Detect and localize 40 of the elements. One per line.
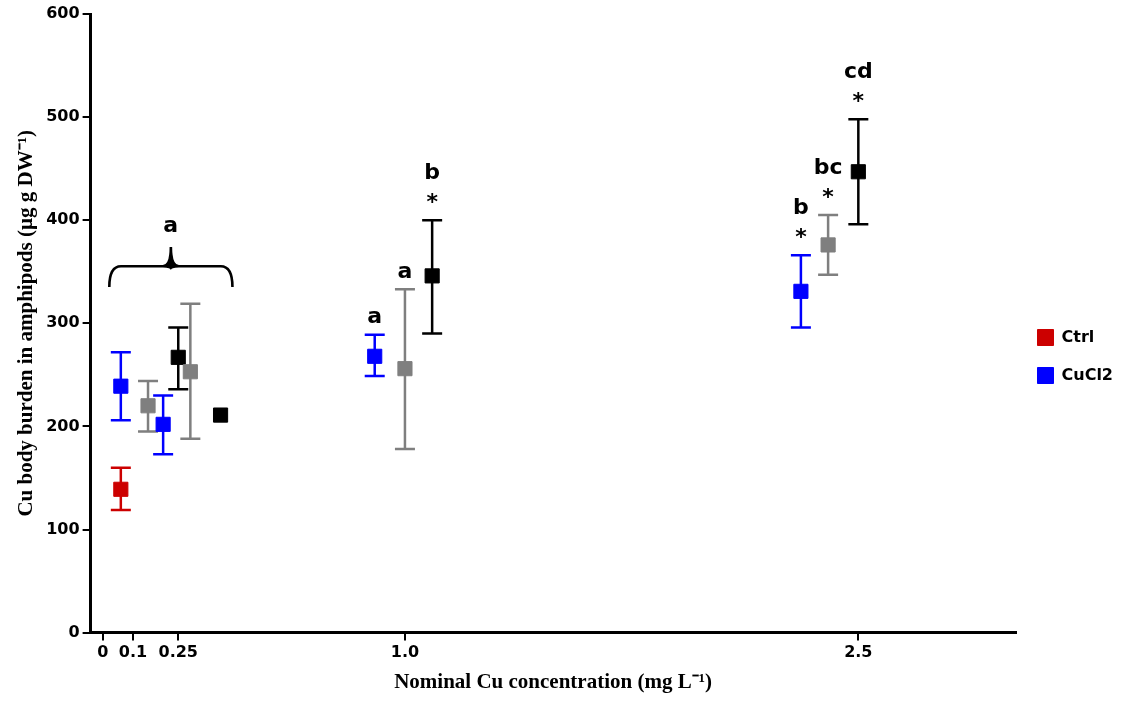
annotation: b (793, 193, 809, 219)
legend-label: CuCl2 (1061, 364, 1114, 384)
annotation: cd (843, 57, 873, 83)
y-tick-label: 300 (46, 312, 80, 332)
x-tick-label: 0 (97, 642, 109, 662)
y-tick-label: 400 (46, 209, 80, 229)
annotation: * (795, 223, 808, 249)
annotation: b (424, 158, 441, 184)
point (140, 398, 156, 414)
point (397, 361, 413, 377)
point (820, 237, 836, 253)
x-tick-label: 2.5 (844, 642, 873, 662)
y-axis-title: Cu body burden in amphipods (µg g DW⁻¹) (13, 130, 38, 517)
y-tick-label: 100 (46, 518, 80, 538)
x-tick-label: 0.25 (158, 642, 198, 662)
annotation: a (163, 212, 179, 238)
point (182, 364, 198, 380)
x-axis-title: Nominal Cu concentration (mg L⁻¹) (394, 668, 712, 693)
point (793, 283, 809, 299)
point (213, 407, 229, 423)
y-tick-label: 600 (46, 3, 80, 23)
point (424, 268, 440, 284)
y-tick-label: 200 (46, 415, 80, 435)
annotation: * (852, 87, 865, 113)
point (113, 481, 129, 497)
legend-label: Ctrl (1061, 326, 1095, 346)
x-tick-label: 1.0 (390, 642, 420, 662)
x-tick-label: 0.1 (118, 642, 148, 662)
annotation: * (822, 183, 835, 209)
annotation: a (397, 258, 413, 283)
point (113, 378, 129, 394)
y-tick-label: 500 (46, 106, 80, 126)
y-tick-label: 0 (68, 621, 80, 641)
annotation: bc (813, 153, 843, 179)
point (850, 164, 866, 180)
annotation: a (367, 303, 383, 329)
annotation: * (426, 188, 439, 214)
point (367, 348, 383, 364)
point (155, 416, 171, 432)
point (170, 349, 186, 365)
